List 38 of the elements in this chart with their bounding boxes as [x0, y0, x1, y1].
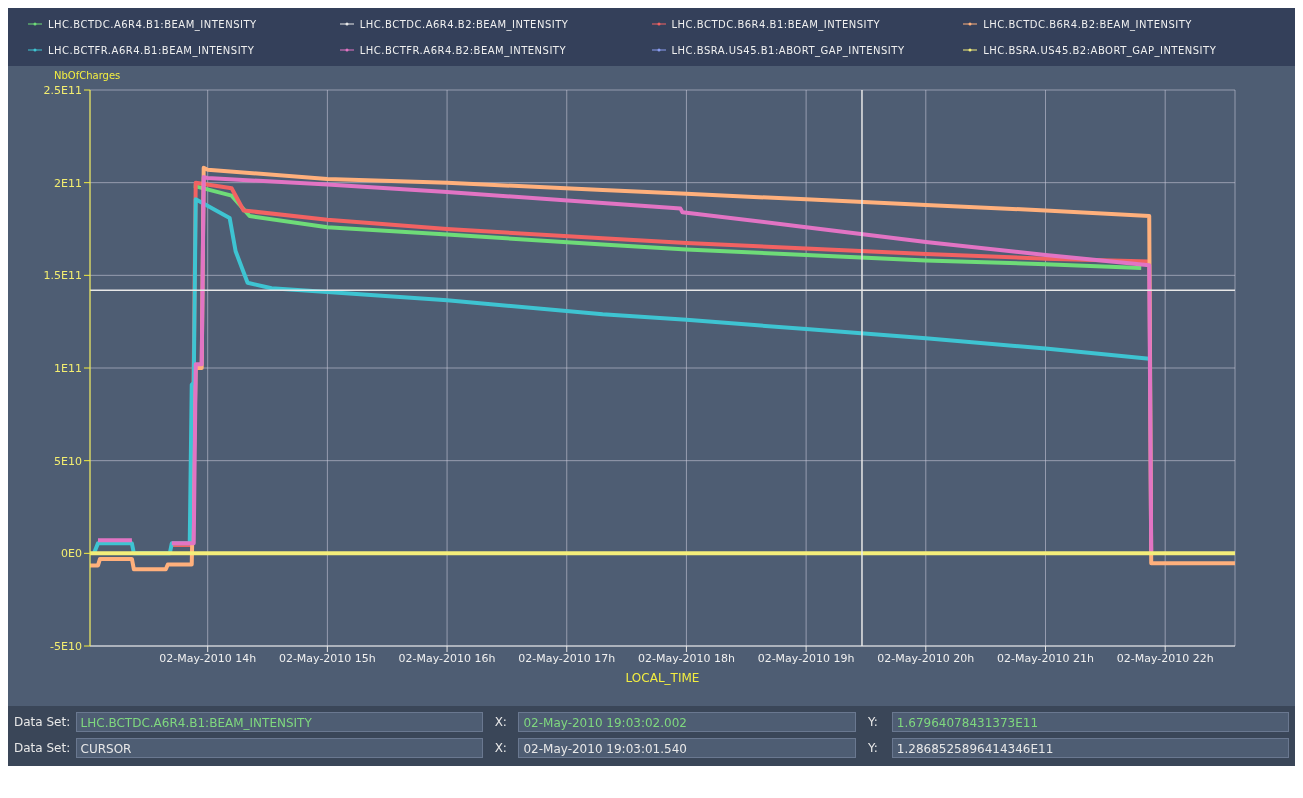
x-tick-label: 02-May-2010 21h	[997, 651, 1094, 665]
text: Y:	[867, 715, 879, 729]
x-tick-label: 02-May-2010 19h	[757, 651, 855, 665]
legend-label: LHC.BCTDC.B6R4.B1:BEAM_INTENSITY	[671, 18, 881, 30]
x-tick-label: 02-May-2010 15h	[278, 651, 376, 665]
legend-label: LHC.BCTDC.A6R4.B2:BEAM_INTENSITY	[359, 18, 569, 30]
text: 1.2868525896414346E11	[891, 738, 1289, 758]
y-tick-label: 0E0	[61, 547, 82, 561]
y-tick-label: 2.5E11	[43, 83, 82, 97]
text: Data Set:	[13, 741, 72, 755]
legend-label: LHC.BCTDC.B6R4.B2:BEAM_INTENSITY	[983, 18, 1192, 30]
text: X:	[493, 741, 508, 755]
x-tick-label: 02-May-2010 14h	[159, 651, 257, 665]
x-tick-label: 02-May-2010 20h	[877, 651, 975, 665]
text: Data Set:	[13, 715, 72, 729]
x-tick-label: 02-May-2010 18h	[637, 651, 735, 665]
legend-label: LHC.BSRA.US45.B2:ABORT_GAP_INTENSITY	[983, 44, 1217, 56]
text: Y:	[867, 741, 879, 755]
text: 02-May-2010 19:03:01.540	[518, 738, 857, 758]
x-axis-title: LOCAL_TIME	[625, 671, 700, 685]
text: LHC.BCTDC.A6R4.B1:BEAM_INTENSITY	[75, 712, 483, 732]
text: X:	[493, 715, 508, 729]
y-tick-label: 1.5E11	[43, 269, 82, 283]
x-tick-label: 02-May-2010 16h	[398, 651, 496, 665]
y-tick-label: 2E11	[54, 176, 82, 190]
x-tick-label: 02-May-2010 17h	[518, 651, 616, 665]
y-tick-label: -5E10	[50, 639, 82, 653]
text: 02-May-2010 19:03:02.002	[518, 712, 857, 732]
text: 1.67964078431373E11	[891, 712, 1289, 732]
x-tick-label: 02-May-2010 22h	[1116, 651, 1214, 665]
y-tick-label: 1E11	[54, 361, 82, 375]
y-tick-label: 5E10	[54, 454, 82, 468]
legend-label: LHC.BCTDC.A6R4.B1:BEAM_INTENSITY	[48, 18, 257, 30]
legend-label: LHC.BSRA.US45.B1:ABORT_GAP_INTENSITY	[671, 44, 905, 56]
text: CURSOR	[75, 738, 483, 758]
legend-label: LHC.BCTFR.A6R4.B2:BEAM_INTENSITY	[359, 44, 567, 56]
legend-label: LHC.BCTFR.A6R4.B1:BEAM_INTENSITY	[48, 44, 255, 56]
y-axis-title: NbOfCharges	[54, 70, 121, 81]
